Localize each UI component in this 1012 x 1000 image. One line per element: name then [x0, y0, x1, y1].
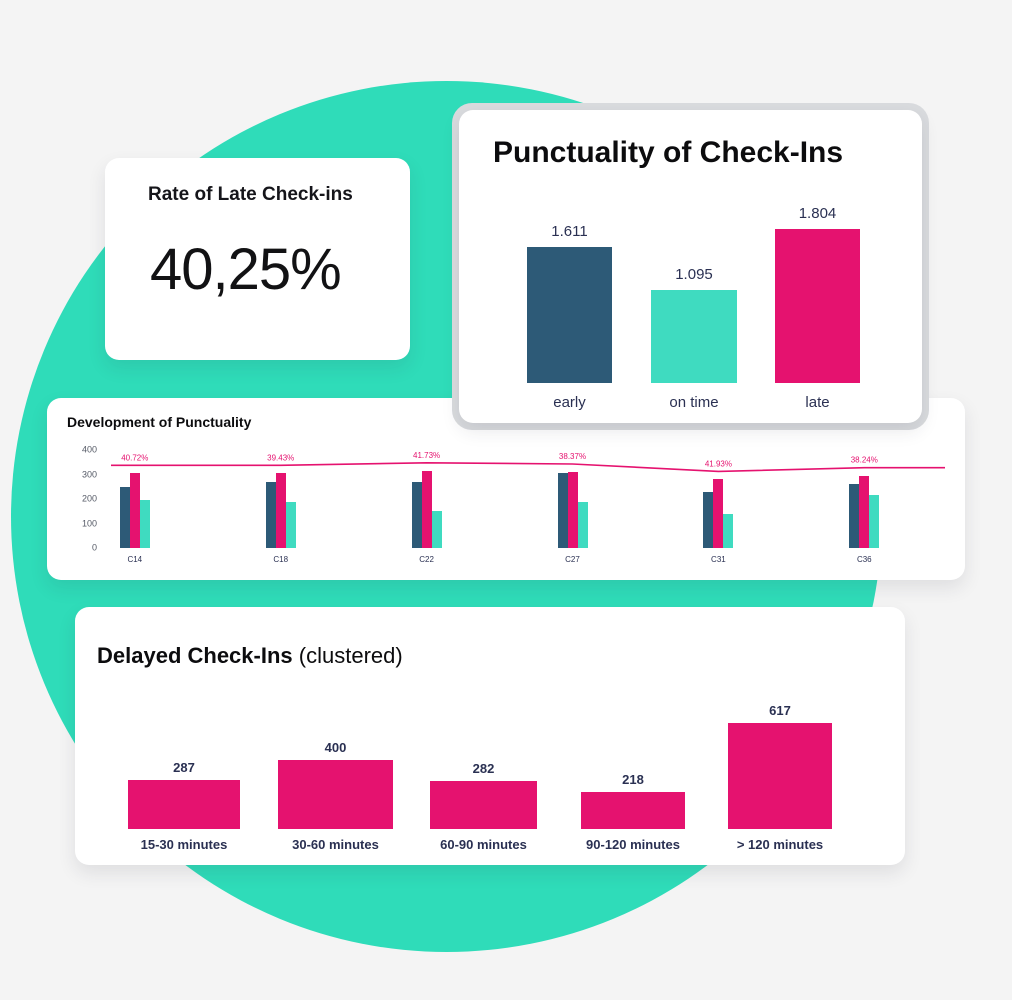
- svg-text:40.72%: 40.72%: [121, 453, 148, 462]
- svg-text:38.24%: 38.24%: [851, 456, 878, 465]
- svg-text:38.37%: 38.37%: [559, 452, 586, 461]
- svg-text:41.93%: 41.93%: [705, 459, 732, 468]
- svg-text:41.73%: 41.73%: [413, 451, 440, 460]
- svg-text:39.43%: 39.43%: [267, 453, 294, 462]
